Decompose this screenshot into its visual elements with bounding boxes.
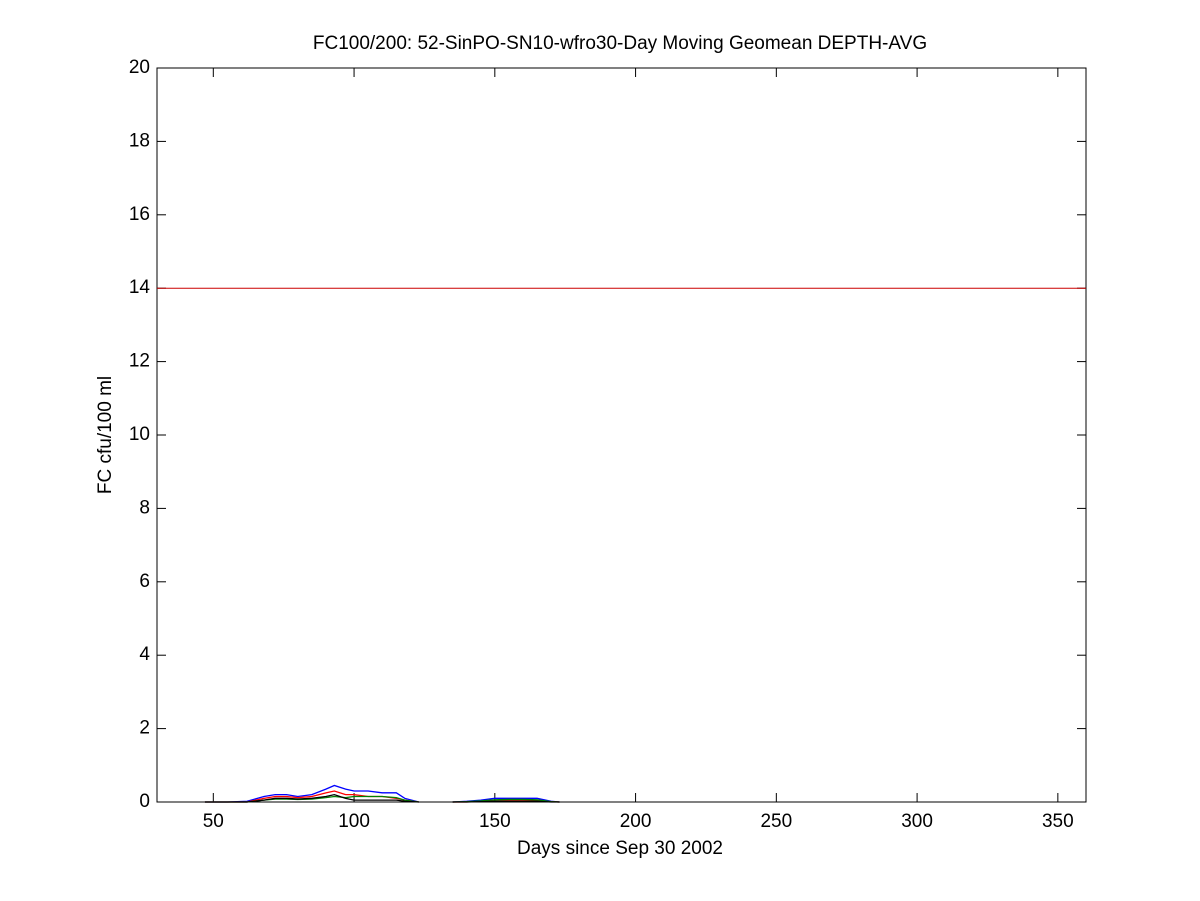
y-tick-label: 10 <box>129 424 150 445</box>
x-axis-label: Days since Sep 30 2002 <box>517 838 723 859</box>
y-tick-label: 4 <box>139 644 150 665</box>
x-tick-label: 250 <box>760 811 792 832</box>
y-tick-label: 14 <box>129 277 151 298</box>
y-tick-label: 0 <box>139 791 150 812</box>
y-tick-label: 8 <box>139 497 150 518</box>
y-tick-label: 18 <box>129 130 150 151</box>
series-line <box>204 793 560 803</box>
x-tick-label: 200 <box>620 811 652 832</box>
chart-title: FC100/200: 52-SinPO-SN10-wfro30-Day Movi… <box>313 33 927 54</box>
x-tick-label: 100 <box>338 811 370 832</box>
y-axis-label: FC cfu/100 ml <box>95 376 116 494</box>
x-tick-label: 50 <box>203 811 224 832</box>
x-tick-label: 300 <box>901 811 933 832</box>
y-tick-label: 6 <box>139 571 150 592</box>
y-tick-label: 2 <box>139 718 150 739</box>
y-tick-label: 12 <box>129 351 150 372</box>
y-tick-label: 16 <box>129 204 150 225</box>
x-tick-label: 150 <box>479 811 511 832</box>
y-tick-label: 20 <box>129 57 150 78</box>
x-tick-label: 350 <box>1042 811 1074 832</box>
